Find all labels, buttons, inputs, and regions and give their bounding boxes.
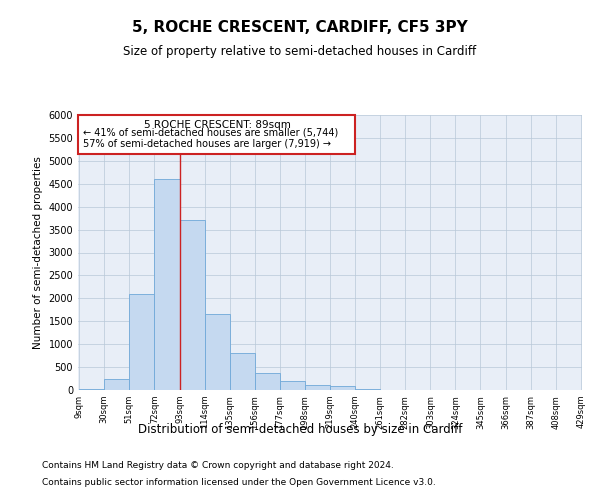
Text: Distribution of semi-detached houses by size in Cardiff: Distribution of semi-detached houses by … — [138, 422, 462, 436]
Text: Size of property relative to semi-detached houses in Cardiff: Size of property relative to semi-detach… — [124, 45, 476, 58]
Text: 57% of semi-detached houses are larger (7,919) →: 57% of semi-detached houses are larger (… — [83, 139, 331, 149]
Bar — [179, 220, 205, 390]
Bar — [104, 378, 130, 390]
Text: Contains public sector information licensed under the Open Government Licence v3: Contains public sector information licen… — [42, 478, 436, 487]
Text: ← 41% of semi-detached houses are smaller (5,744): ← 41% of semi-detached houses are smalle… — [83, 128, 338, 138]
Bar — [130, 294, 154, 390]
Y-axis label: Number of semi-detached properties: Number of semi-detached properties — [33, 156, 43, 349]
Text: 5, ROCHE CRESCENT, CARDIFF, CF5 3PY: 5, ROCHE CRESCENT, CARDIFF, CF5 3PY — [132, 20, 468, 35]
Text: Contains HM Land Registry data © Crown copyright and database right 2024.: Contains HM Land Registry data © Crown c… — [42, 460, 394, 469]
Bar — [255, 373, 280, 390]
Bar — [205, 314, 230, 390]
Bar — [79, 388, 104, 390]
Bar — [154, 179, 179, 390]
Bar — [280, 381, 305, 390]
Bar — [305, 385, 330, 390]
Bar — [230, 354, 255, 390]
Bar — [330, 386, 355, 390]
FancyBboxPatch shape — [78, 115, 355, 154]
Text: 5 ROCHE CRESCENT: 89sqm: 5 ROCHE CRESCENT: 89sqm — [143, 120, 290, 130]
